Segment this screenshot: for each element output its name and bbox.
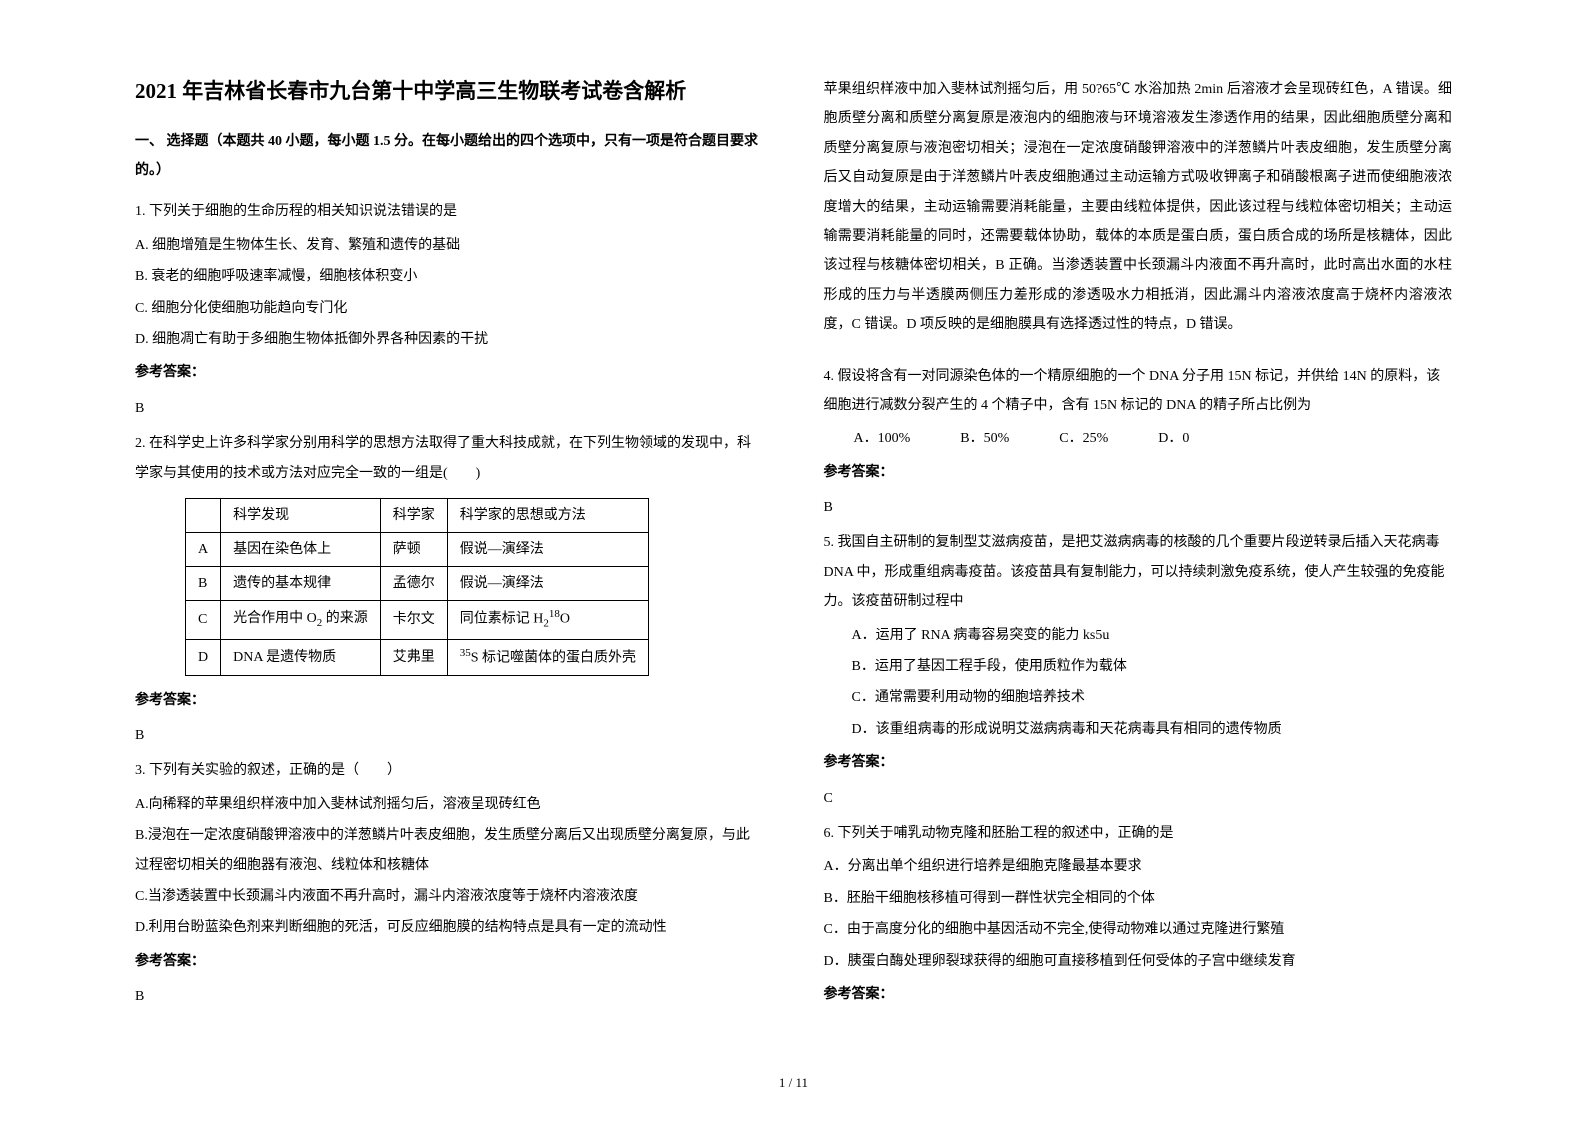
q2-table-row-b: B 遗传的基本规律 孟德尔 假说—演绎法 — [186, 567, 649, 601]
q3-explanation: 苹果组织样液中加入斐林试剂摇匀后，用 50?65℃ 水浴加热 2min 后溶液才… — [824, 75, 1453, 340]
q2-r1c2: 孟德尔 — [380, 567, 447, 601]
q2-r3c0: D — [186, 639, 221, 675]
left-column: 2021 年吉林省长春市九台第十中学高三生物联考试卷含解析 一、 选择题（本题共… — [120, 75, 794, 1092]
q2-r2c0: C — [186, 601, 221, 639]
q3-option-c: C.当渗透装置中长颈漏斗内液面不再升高时，漏斗内溶液浓度等于烧杯内溶液浓度 — [135, 882, 764, 911]
q3-option-a: A.向稀释的苹果组织样液中加入斐林试剂摇匀后，溶液呈现砖红色 — [135, 790, 764, 819]
q2-table-row-d: D DNA 是遗传物质 艾弗里 35S 标记噬菌体的蛋白质外壳 — [186, 639, 649, 675]
q2-th-2: 科学家 — [380, 498, 447, 532]
q2-r3c2: 艾弗里 — [380, 639, 447, 675]
q3-option-b: B.浸泡在一定浓度硝酸钾溶液中的洋葱鳞片叶表皮细胞，发生质壁分离后又出现质壁分离… — [135, 821, 764, 880]
q1-option-a: A. 细胞增殖是生物体生长、发育、繁殖和遗传的基础 — [135, 231, 764, 260]
q2-answer: B — [135, 721, 764, 750]
q4-option-b: B．50% — [960, 424, 1009, 453]
q2-r0c1: 基因在染色体上 — [221, 533, 381, 567]
q2-r1c0: B — [186, 567, 221, 601]
q4-answer: B — [824, 493, 1453, 522]
q4-answer-label: 参考答案： — [824, 458, 1453, 487]
q2-table-header-row: 科学发现 科学家 科学家的思想或方法 — [186, 498, 649, 532]
q2-r0c3: 假说—演绎法 — [447, 533, 648, 567]
q2-answer-label: 参考答案： — [135, 686, 764, 715]
q2-r2c1: 光合作用中 O2 的来源 — [221, 601, 381, 639]
section-header: 一、 选择题（本题共 40 小题，每小题 1.5 分。在每小题给出的四个选项中，… — [135, 127, 764, 186]
q3-option-d: D.利用台盼蓝染色剂来判断细胞的死活，可反应细胞膜的结构特点是具有一定的流动性 — [135, 913, 764, 942]
q2-th-1: 科学发现 — [221, 498, 381, 532]
q4-option-c: C．25% — [1059, 424, 1108, 453]
q2-r0c0: A — [186, 533, 221, 567]
page-number: 1 / 11 — [779, 1069, 808, 1096]
q4-options-row: A．100% B．50% C．25% D．0 — [854, 424, 1453, 453]
question-6-stem: 6. 下列关于哺乳动物克隆和胚胎工程的叙述中，正确的是 — [824, 819, 1453, 848]
q5-option-c: C．通常需要利用动物的细胞培养技术 — [852, 683, 1453, 712]
q3-answer-label: 参考答案： — [135, 947, 764, 976]
document-title: 2021 年吉林省长春市九台第十中学高三生物联考试卷含解析 — [135, 75, 764, 109]
q4-option-a: A．100% — [854, 424, 911, 453]
q5-option-d: D．该重组病毒的形成说明艾滋病病毒和天花病毒具有相同的遗传物质 — [852, 715, 1453, 744]
q1-answer: B — [135, 394, 764, 423]
q2-r0c2: 萨顿 — [380, 533, 447, 567]
question-5-stem: 5. 我国自主研制的复制型艾滋病疫苗，是把艾滋病病毒的核酸的几个重要片段逆转录后… — [824, 528, 1453, 616]
q5-option-a: A．运用了 RNA 病毒容易突变的能力 ks5u — [852, 621, 1453, 650]
q1-option-c: C. 细胞分化使细胞功能趋向专门化 — [135, 294, 764, 323]
q6-option-d: D．胰蛋白酶处理卵裂球获得的细胞可直接移植到任何受体的子宫中继续发育 — [824, 947, 1453, 976]
right-column: 苹果组织样液中加入斐林试剂摇匀后，用 50?65℃ 水浴加热 2min 后溶液才… — [794, 75, 1468, 1092]
q2-r1c1: 遗传的基本规律 — [221, 567, 381, 601]
q1-option-b: B. 衰老的细胞呼吸速率减慢，细胞核体积变小 — [135, 262, 764, 291]
question-3-stem: 3. 下列有关实验的叙述，正确的是（ ） — [135, 756, 764, 785]
q5-answer: C — [824, 784, 1453, 813]
question-2-stem: 2. 在科学史上许多科学家分别用科学的思想方法取得了重大科技成就，在下列生物领域… — [135, 429, 764, 488]
q2-th-0 — [186, 498, 221, 532]
q2-table-row-a: A 基因在染色体上 萨顿 假说—演绎法 — [186, 533, 649, 567]
q5-option-b: B．运用了基因工程手段，使用质粒作为载体 — [852, 652, 1453, 681]
q2-r3c1: DNA 是遗传物质 — [221, 639, 381, 675]
q1-option-d: D. 细胞凋亡有助于多细胞生物体抵御外界各种因素的干扰 — [135, 325, 764, 354]
q2-table-row-c: C 光合作用中 O2 的来源 卡尔文 同位素标记 H218O — [186, 601, 649, 639]
q4-option-d: D．0 — [1158, 424, 1189, 453]
q2-r2c2: 卡尔文 — [380, 601, 447, 639]
q6-answer-label: 参考答案： — [824, 980, 1453, 1009]
q1-answer-label: 参考答案： — [135, 358, 764, 387]
q2-table: 科学发现 科学家 科学家的思想或方法 A 基因在染色体上 萨顿 假说—演绎法 B… — [185, 498, 649, 676]
q2-th-3: 科学家的思想或方法 — [447, 498, 648, 532]
q6-option-a: A．分离出单个组织进行培养是细胞克隆最基本要求 — [824, 852, 1453, 881]
q2-r3c3: 35S 标记噬菌体的蛋白质外壳 — [447, 639, 648, 675]
question-1-stem: 1. 下列关于细胞的生命历程的相关知识说法错误的是 — [135, 197, 764, 226]
q5-answer-label: 参考答案： — [824, 748, 1453, 777]
q6-option-b: B．胚胎干细胞核移植可得到一群性状完全相同的个体 — [824, 884, 1453, 913]
q6-option-c: C．由于高度分化的细胞中基因活动不完全,使得动物难以通过克隆进行繁殖 — [824, 915, 1453, 944]
q3-answer: B — [135, 982, 764, 1011]
question-4-stem: 4. 假设将含有一对同源染色体的一个精原细胞的一个 DNA 分子用 15N 标记… — [824, 362, 1453, 421]
q2-r1c3: 假说—演绎法 — [447, 567, 648, 601]
q2-r2c3: 同位素标记 H218O — [447, 601, 648, 639]
